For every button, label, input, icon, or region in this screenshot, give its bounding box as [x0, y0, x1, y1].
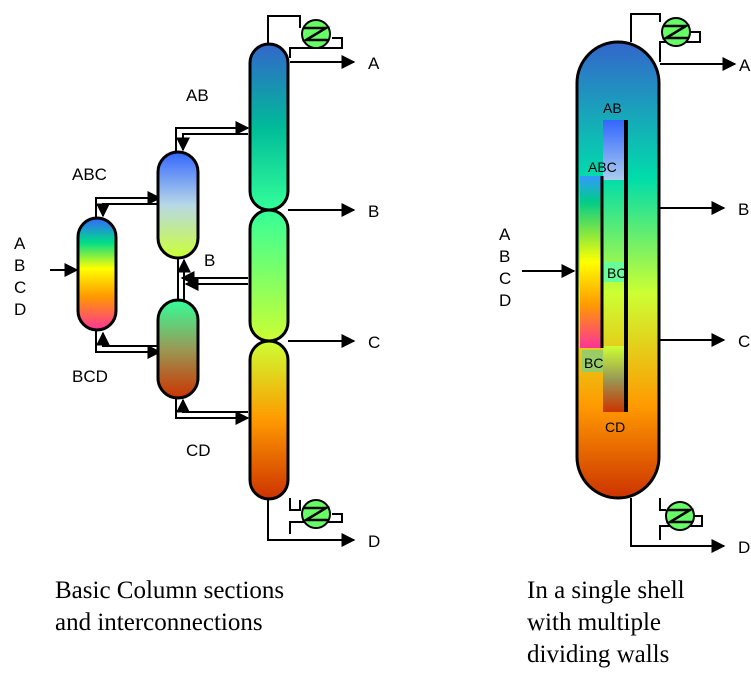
left-diagram: A B C D ABC BCD AB B CD A B C D Basic Co…	[14, 15, 380, 636]
dwc-product-label-b: B	[738, 200, 749, 219]
pipe-ab-vapor	[175, 121, 250, 152]
cd-zone	[603, 346, 625, 412]
product-label-c: C	[368, 333, 380, 352]
dwc-reboiler-icon	[665, 501, 695, 531]
dwc-pipe-reboiler-in	[659, 498, 666, 511]
dwc-pipe-overhead	[630, 13, 661, 42]
feed-label-c: C	[14, 278, 26, 297]
stream-label-b-mid: B	[204, 251, 215, 270]
caption-right-line-3: dividing walls	[527, 641, 669, 668]
pipe-reflux	[289, 37, 343, 58]
arrow-product-d	[267, 498, 356, 547]
dwc-feed-label-a: A	[499, 225, 511, 244]
upper-column	[156, 150, 200, 260]
pipe-cd-vapor	[176, 398, 248, 413]
dwc-product-label-d: D	[738, 538, 750, 557]
right-piping	[522, 13, 737, 553]
pipe-bcd-vapor	[96, 331, 160, 347]
caption-right-line-2: with multiple	[527, 609, 661, 636]
product-label-b: B	[368, 202, 379, 221]
caption-right-line-1: In a single shell	[527, 577, 685, 604]
dwc-pipe-reflux	[659, 31, 701, 62]
pipe-abc-vapor	[95, 191, 162, 218]
dwc-arrow-product-d	[630, 498, 726, 553]
bc-bottom-zone	[582, 350, 606, 372]
main-column-bottom	[248, 339, 290, 501]
zone-label-bc-bottom: BC	[584, 355, 603, 371]
bc-top-zone	[603, 262, 625, 282]
pipe-reboiler-out	[289, 513, 343, 534]
stream-label-abc: ABC	[72, 165, 107, 184]
zone-label-bc-top: BC	[607, 265, 626, 281]
lower-column	[156, 298, 200, 400]
left-piping	[50, 15, 356, 547]
zone-label-abc: ABC	[588, 159, 617, 175]
feed-label-b: B	[14, 256, 25, 275]
pipe-bcd-liquid	[95, 330, 162, 359]
condenser-icon	[301, 19, 331, 49]
caption-left-line-2: and interconnections	[55, 609, 263, 636]
dwc-feed-label-b: B	[499, 247, 510, 266]
pipe-ab-liquid	[176, 133, 248, 152]
pipe-cd-liquid	[175, 398, 250, 425]
product-label-a: A	[368, 54, 380, 73]
dwc-condenser-icon	[661, 17, 691, 47]
main-column-top	[248, 42, 290, 212]
dwc-pipe-reboiler-out	[659, 515, 703, 540]
stream-label-cd: CD	[186, 441, 211, 460]
feed-label-d: D	[14, 300, 26, 319]
zone-label-ab: AB	[603, 100, 622, 116]
dwc-product-label-c: C	[738, 332, 750, 351]
stream-label-ab: AB	[186, 86, 209, 105]
feed-label-a: A	[14, 234, 26, 253]
caption-left-line-1: Basic Column sections	[55, 577, 284, 604]
reboiler-icon	[301, 499, 331, 529]
zone-label-cd: CD	[605, 419, 625, 435]
product-label-d: D	[368, 532, 380, 551]
pipe-abc-liquid	[96, 203, 160, 218]
pipe-overhead	[267, 15, 301, 44]
prefractionator-zone	[580, 176, 602, 348]
dwc-product-label-a: A	[739, 56, 751, 75]
prefractionator	[76, 216, 118, 332]
stream-label-bcd: BCD	[72, 367, 108, 386]
right-diagram: A B C D AB ABC BC BC CD A B C D In a sin…	[499, 13, 751, 668]
pipe-reboiler-in	[289, 498, 301, 511]
dwc-feed-label-d: D	[499, 291, 511, 310]
dwc-feed-label-c: C	[499, 269, 511, 288]
main-column-middle	[248, 208, 290, 343]
ab-zone	[603, 120, 625, 180]
